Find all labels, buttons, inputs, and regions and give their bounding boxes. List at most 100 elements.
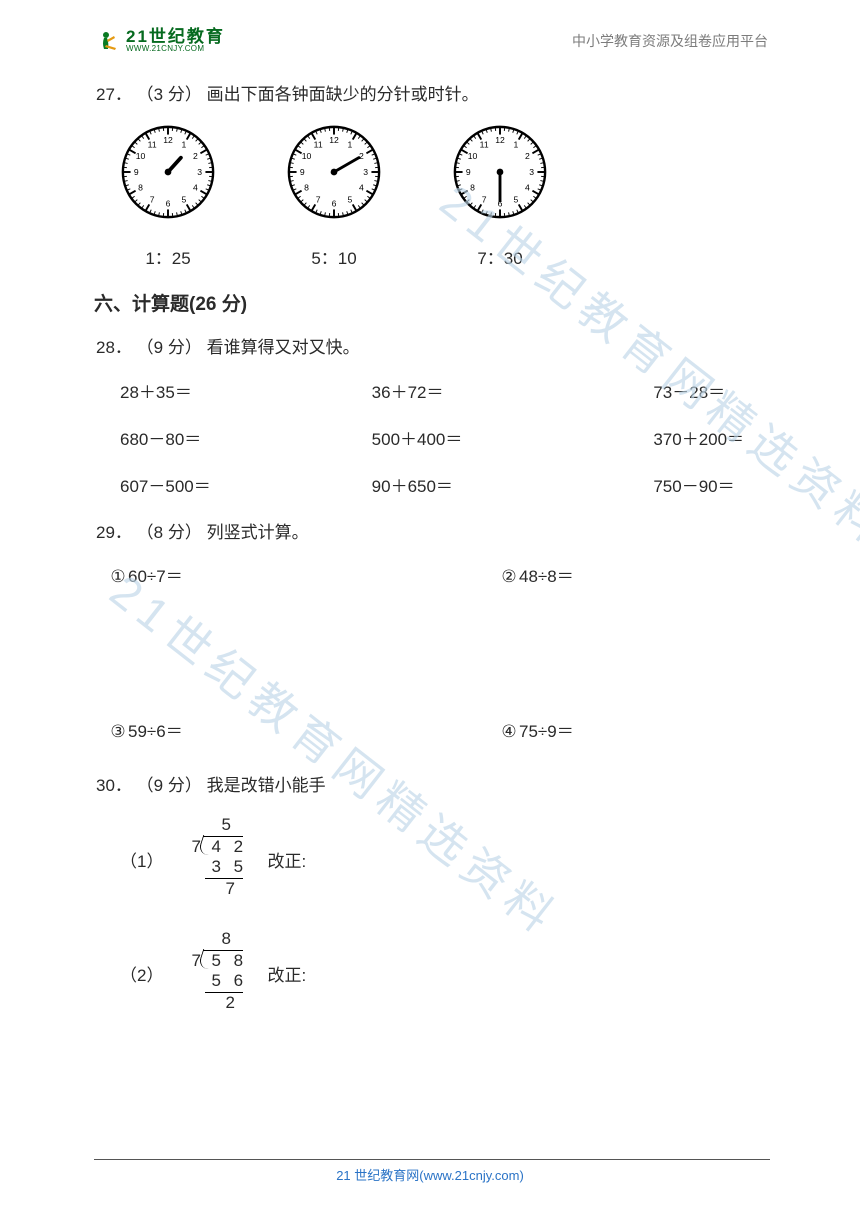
svg-text:6: 6 — [166, 199, 171, 209]
svg-text:12: 12 — [329, 136, 339, 146]
svg-text:8: 8 — [138, 183, 143, 193]
q28-cell: 607－500＝ — [120, 472, 337, 497]
q28-cell: 680－80＝ — [120, 425, 337, 450]
q29-num: ③ — [108, 722, 128, 742]
q29-number: 29． — [96, 523, 132, 542]
q30-item-1: （1） 5 7 4 2 3 5 7 改正: — [120, 816, 770, 904]
q29-num: ① — [108, 567, 128, 587]
q29-expr: 75÷9＝ — [519, 722, 574, 741]
clocks-row: 123456789101112 1：25 123456789101112 5：1… — [120, 124, 770, 269]
svg-text:10: 10 — [136, 151, 146, 161]
svg-text:1: 1 — [347, 140, 352, 150]
q30-2-label: （2） — [120, 961, 163, 986]
ld-quotient: 5 — [221, 816, 230, 835]
svg-text:12: 12 — [163, 136, 173, 146]
ld-sub: 3 5 — [211, 858, 247, 877]
svg-text:4: 4 — [359, 183, 364, 193]
svg-text:12: 12 — [495, 136, 505, 146]
q29-points: （8 分） — [137, 523, 202, 542]
q29-num: ④ — [499, 722, 519, 742]
question-29: 29． （8 分） 列竖式计算。 — [96, 517, 770, 548]
footer-line — [94, 1159, 770, 1160]
clock-2: 123456789101112 5：10 — [286, 124, 382, 269]
svg-text:10: 10 — [468, 151, 478, 161]
q28-cell: 90＋650＝ — [337, 472, 554, 497]
svg-text:2: 2 — [193, 151, 198, 161]
svg-text:7: 7 — [150, 195, 155, 205]
logo-cn: 21世纪教育 — [126, 28, 225, 45]
q27-number: 27． — [96, 85, 132, 104]
clock-face-1: 123456789101112 — [120, 124, 216, 220]
q28-grid: 28＋35＝ 36＋72＝ 73－28＝ 680－80＝ 500＋400＝ 37… — [120, 378, 770, 497]
svg-text:9: 9 — [300, 167, 305, 177]
svg-text:4: 4 — [525, 183, 530, 193]
svg-text:3: 3 — [197, 167, 202, 177]
header: 21世纪教育 WWW.21CNJY.COM 中小学教育资源及组卷应用平台 — [96, 28, 770, 53]
ld-sub: 5 6 — [211, 972, 247, 991]
svg-text:9: 9 — [466, 167, 471, 177]
logo-text: 21世纪教育 WWW.21CNJY.COM — [126, 28, 225, 53]
q30-points: （9 分） — [137, 776, 202, 795]
q28-cell: 28＋35＝ — [120, 378, 337, 403]
clock-1: 123456789101112 1：25 — [120, 124, 216, 269]
q30-1-fix: 改正: — [267, 847, 306, 872]
svg-text:7: 7 — [316, 195, 321, 205]
clock-face-2: 123456789101112 — [286, 124, 382, 220]
clock-1-label: 1：25 — [145, 244, 190, 269]
question-28: 28． （9 分） 看谁算得又对又快。 — [96, 332, 770, 363]
svg-text:1: 1 — [513, 140, 518, 150]
logo: 21世纪教育 WWW.21CNJY.COM — [98, 28, 225, 53]
q27-points: （3 分） — [137, 85, 202, 104]
svg-text:3: 3 — [363, 167, 368, 177]
svg-text:2: 2 — [525, 151, 530, 161]
svg-text:5: 5 — [181, 195, 186, 205]
ld-bar2 — [205, 992, 243, 993]
clock-2-label: 5：10 — [311, 244, 356, 269]
page: 21世纪教育 WWW.21CNJY.COM 中小学教育资源及组卷应用平台 27．… — [0, 0, 860, 1216]
q29-item: ④75÷9＝ — [439, 717, 770, 742]
header-subtitle: 中小学教育资源及组卷应用平台 — [572, 31, 768, 51]
q30-1-label: （1） — [120, 847, 163, 872]
svg-text:11: 11 — [480, 140, 489, 150]
q28-cell: 73－28＝ — [553, 378, 770, 403]
svg-text:11: 11 — [314, 140, 323, 150]
svg-text:10: 10 — [302, 151, 312, 161]
q29-item: ②48÷8＝ — [439, 562, 770, 587]
q28-points: （9 分） — [137, 338, 202, 357]
q29-grid: ①60÷7＝ ②48÷8＝ ③59÷6＝ ④75÷9＝ — [108, 562, 770, 742]
logo-en: WWW.21CNJY.COM — [126, 45, 225, 53]
q30-item-2: （2） 8 7 5 8 5 6 2 改正: — [120, 930, 770, 1018]
ld-rem: 2 — [225, 994, 234, 1013]
svg-text:8: 8 — [470, 183, 475, 193]
question-30: 30． （9 分） 我是改错小能手 — [96, 770, 770, 801]
svg-text:6: 6 — [332, 199, 337, 209]
q30-text: 我是改错小能手 — [207, 776, 326, 795]
clock-face-3: 123456789101112 — [452, 124, 548, 220]
svg-text:5: 5 — [513, 195, 518, 205]
clock-3: 123456789101112 7：30 — [452, 124, 548, 269]
footer: 21 世纪教育网(www.21cnjy.com) — [0, 1165, 860, 1184]
ld-dividend: 4 2 — [211, 838, 247, 857]
q30-2-fix: 改正: — [267, 961, 306, 986]
svg-text:1: 1 — [181, 140, 186, 150]
svg-text:4: 4 — [193, 183, 198, 193]
q28-text: 看谁算得又对又快。 — [207, 338, 360, 357]
long-division-1: 5 7 4 2 3 5 7 — [183, 816, 247, 904]
q29-item: ①60÷7＝ — [108, 562, 439, 587]
q29-text: 列竖式计算。 — [207, 523, 309, 542]
q27-text: 画出下面各钟面缺少的分针或时针。 — [207, 85, 479, 104]
q29-expr: 48÷8＝ — [519, 567, 574, 586]
question-27: 27． （3 分） 画出下面各钟面缺少的分针或时针。 — [96, 79, 770, 110]
svg-text:8: 8 — [304, 183, 309, 193]
q29-item: ③59÷6＝ — [108, 717, 439, 742]
svg-text:2: 2 — [359, 151, 364, 161]
svg-text:9: 9 — [134, 167, 139, 177]
ld-quotient: 8 — [221, 930, 230, 949]
svg-text:7: 7 — [482, 195, 487, 205]
clock-3-label: 7：30 — [477, 244, 522, 269]
ld-dividend: 5 8 — [211, 952, 247, 971]
q29-num: ② — [499, 567, 519, 587]
q28-cell: 750－90＝ — [553, 472, 770, 497]
long-division-2: 8 7 5 8 5 6 2 — [183, 930, 247, 1018]
q28-cell: 36＋72＝ — [337, 378, 554, 403]
